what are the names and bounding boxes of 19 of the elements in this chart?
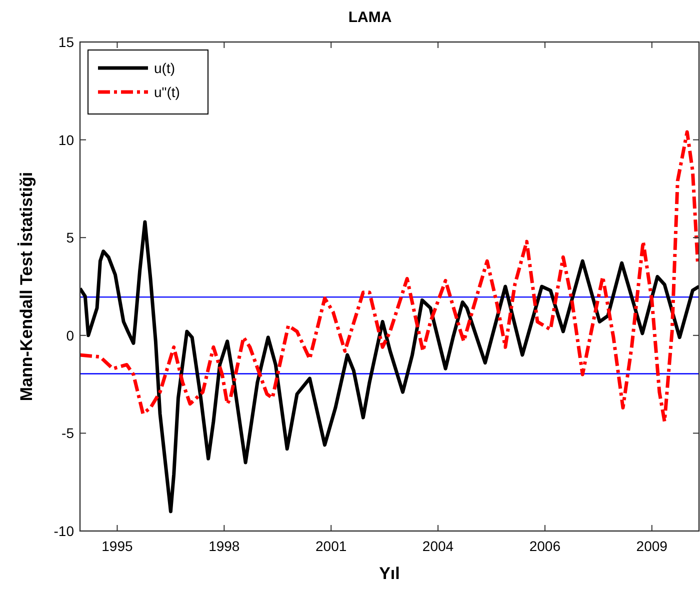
x-tick-label: 1995 bbox=[102, 538, 134, 554]
line-series bbox=[80, 220, 699, 514]
x-tick-label: 2001 bbox=[316, 538, 347, 554]
y-tick-label: 0 bbox=[66, 327, 74, 344]
line-series bbox=[80, 130, 699, 424]
y-tick-label: 5 bbox=[66, 230, 74, 246]
x-tick-label: 1998 bbox=[208, 538, 240, 554]
x-tick-label: 2006 bbox=[529, 538, 561, 554]
y-tick-label: 15 bbox=[58, 34, 74, 50]
y-axis-title: Mann-Kendall Test İstatistiği bbox=[17, 172, 36, 402]
legend-label: u"(t) bbox=[154, 84, 180, 100]
x-tick-label: 2009 bbox=[636, 538, 668, 554]
y-tick-label: -10 bbox=[54, 523, 74, 539]
x-axis-title: Yıl bbox=[379, 564, 400, 583]
x-tick-label: 2004 bbox=[422, 538, 454, 554]
y-tick-label: 10 bbox=[58, 132, 74, 148]
chart-title: LAMA bbox=[348, 9, 392, 26]
legend-label: u(t) bbox=[154, 60, 175, 76]
y-tick-label: -5 bbox=[62, 425, 74, 442]
